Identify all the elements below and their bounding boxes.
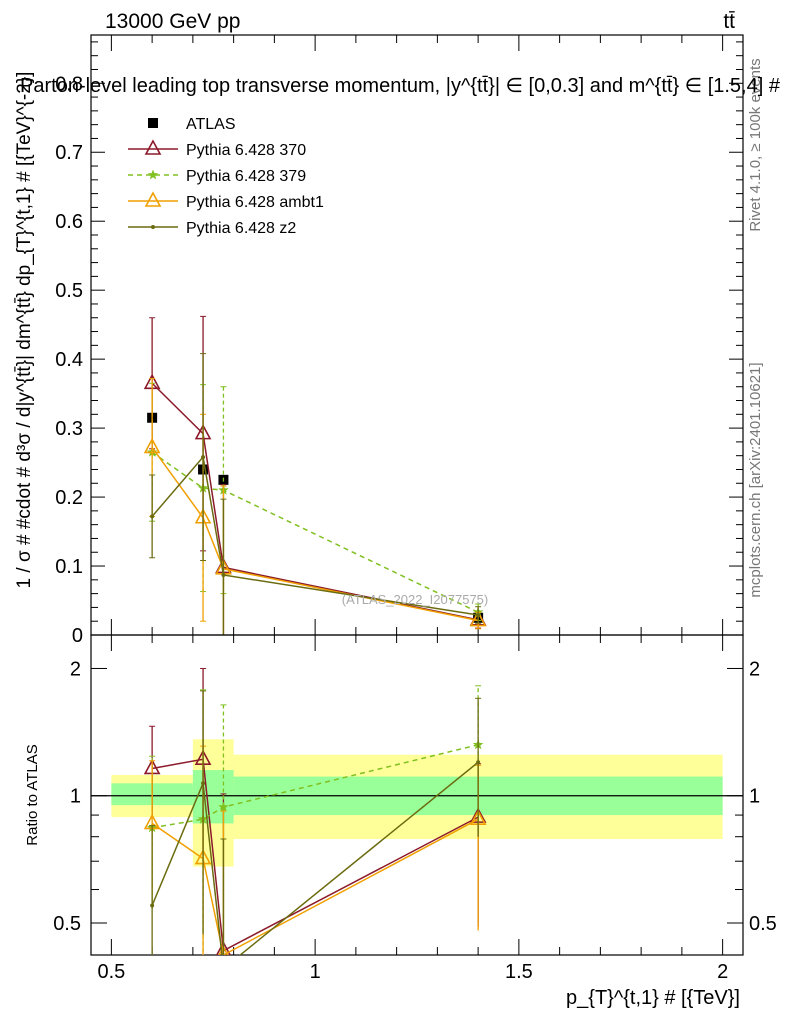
legend-label-pythia-6-428-379: Pythia 6.428 379 <box>186 168 306 185</box>
main-data-layer <box>143 315 487 635</box>
ratio-panel: 0.5 1 1.5 2 0.5 0.5 1 1 2 2 <box>53 634 777 983</box>
rivet-version-label: Rivet 4.1.0, ≥ 100k events <box>747 58 764 231</box>
ratio-point-pythia-6-428-379 <box>218 801 229 812</box>
y-tick-label: 0.3 <box>55 418 83 440</box>
legend-marker-pythia-6-428-370 <box>144 139 162 155</box>
header-energy-label: 13000 GeV pp <box>105 10 240 33</box>
ratio-line-pythia-6-428-ambt1 <box>151 818 479 955</box>
legend-label-pythia-6-428-ambt1: Pythia 6.428 ambt1 <box>186 194 324 211</box>
main-panel: 0 0.1 0.2 0.3 0.4 0.5 0.6 0.7 0.8 ATLAS Pythia 6.4… <box>55 34 744 647</box>
legend-label-pythia-6-428-z2: Pythia 6.428 z2 <box>186 220 296 237</box>
ratio-y-axis-label: Ratio to ATLAS <box>24 744 41 845</box>
ratio-y-tick-label: 0.5 <box>53 913 81 935</box>
legend: ATLAS Pythia 6.428 370 Pythia 6.428 379 Pyt… <box>128 116 324 237</box>
ratio-point-pythia-6-428-370 <box>215 940 231 955</box>
point-pythia-6-428-z2 <box>201 455 206 460</box>
series-line-pythia-6-428-370 <box>151 382 479 621</box>
ratio-point-pythia-6-428-ambt1 <box>218 945 229 955</box>
y-tick-label: 0.5 <box>55 280 83 302</box>
ratio-line-pythia-6-428-370 <box>151 758 479 952</box>
x-tick-label: 0.5 <box>97 961 125 983</box>
x-tick-label: 1.5 <box>505 961 533 983</box>
x-axis-label: p_{T}^{t,1} # [{TeV}] <box>566 987 740 1009</box>
point-pythia-6-428-z2 <box>476 613 481 617</box>
series-line-pythia-6-428-379 <box>151 451 479 613</box>
ratio-band-inner <box>192 770 234 824</box>
legend-label-atlas: ATLAS <box>186 116 236 133</box>
y-tick-label: 0.6 <box>55 211 83 233</box>
legend-marker-pythia-6-428-ambt1 <box>144 191 162 207</box>
point-pythia-6-428-ambt1 <box>143 437 161 454</box>
ratio-y-tick-label: 2 <box>70 658 81 680</box>
ratio-line-pythia-6-428-z2 <box>151 761 479 955</box>
legend-marker-pythia-6-428-z2 <box>151 225 155 229</box>
ratio-line-pythia-6-428-379 <box>152 744 479 829</box>
y-tick-label: 0.1 <box>55 556 83 578</box>
ratio-data-layer <box>143 667 487 971</box>
ratio-point-pythia-6-428-z2 <box>476 760 481 765</box>
chart-title: Parton-level leading top transverse mome… <box>20 75 781 97</box>
header-process-label: tt̄ <box>723 10 735 33</box>
ratio-point-pythia-6-428-z2 <box>221 967 225 971</box>
ratio-point-pythia-6-428-z2 <box>201 781 206 786</box>
y-tick-label: 0.7 <box>55 142 83 164</box>
legend-label-pythia-6-428-370: Pythia 6.428 370 <box>186 142 306 159</box>
ratio-frame <box>90 634 744 956</box>
ratio-y-tick-label: 1 <box>70 786 81 808</box>
ratio-y-tick-label: 0.5 <box>749 913 777 935</box>
x-tick-label: 1 <box>310 961 321 983</box>
series-line-pythia-6-428-z2 <box>151 455 479 616</box>
y-tick-label: 0.4 <box>55 349 83 371</box>
point-pythia-6-428-ambt1 <box>469 610 487 627</box>
point-pythia-6-428-z2 <box>221 573 226 577</box>
y-tick-label: 0.8 <box>55 73 83 95</box>
ratio-y-tick-label: 1 <box>749 786 760 808</box>
ratio-y-tick-label: 2 <box>749 658 760 680</box>
point-pythia-6-428-z2 <box>150 514 155 519</box>
y-tick-label: 0.2 <box>55 487 83 509</box>
y-axis-label: 1 / σ # #cdot # d³σ / d|y^{tt̄}| dm^{tt̄… <box>14 72 35 589</box>
ratio-point-pythia-6-428-z2 <box>150 903 155 908</box>
legend-marker-atlas <box>148 118 158 128</box>
mcplots-label: mcplots.cern.ch [arXiv:2401.10621] <box>747 362 764 597</box>
x-tick-label: 2 <box>717 961 728 983</box>
y-tick-label: 0 <box>72 625 83 647</box>
analysis-watermark: (ATLAS_2022_I2077575) <box>342 592 488 607</box>
legend-marker-pythia-6-428-379 <box>147 169 159 180</box>
